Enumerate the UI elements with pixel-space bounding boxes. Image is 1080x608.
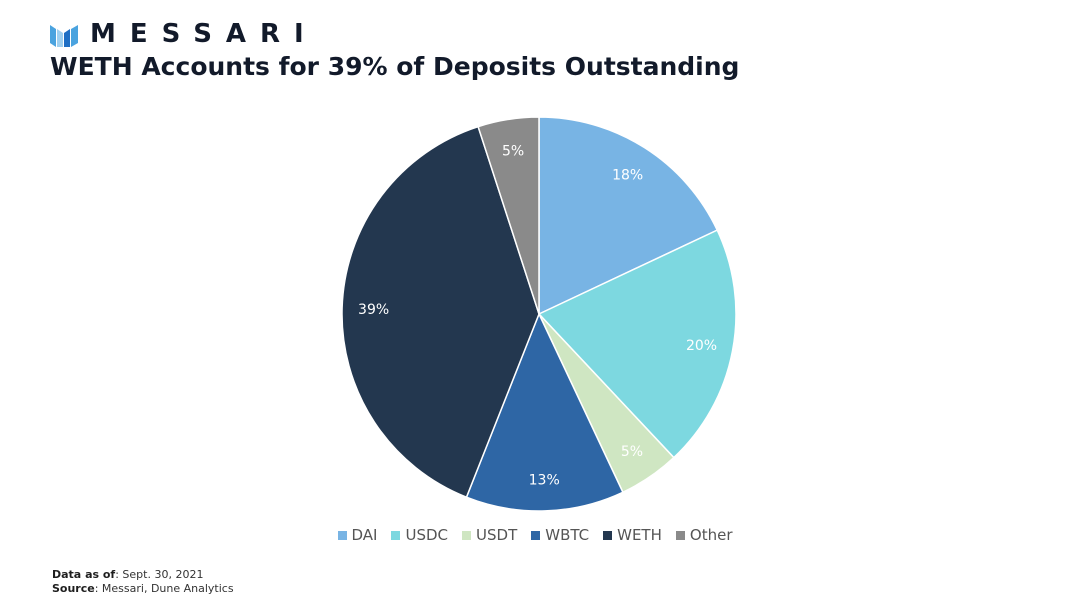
legend-swatch	[531, 530, 541, 540]
pie-slice-weth	[341, 125, 540, 499]
pie-label-other: 5%	[502, 144, 524, 160]
legend-item-usdc: USDC	[391, 526, 448, 544]
pie-label-wbtc: 13%	[529, 472, 560, 488]
legend-swatch	[462, 530, 472, 540]
legend-label: WBTC	[545, 526, 590, 544]
chart-legend: DAI USDC USDT WBTC WETH Other	[0, 526, 1080, 544]
pie-slice-dai	[538, 116, 719, 316]
pie-label-weth: 39%	[358, 302, 389, 318]
pie-label-usdc: 20%	[686, 338, 717, 354]
legend-label: USDT	[476, 526, 518, 544]
data-as-of-label: Data as of	[52, 568, 116, 581]
data-as-of-value: : Sept. 30, 2021	[115, 568, 204, 581]
brand-name: MESSARI	[90, 19, 318, 49]
legend-label: WETH	[617, 526, 662, 544]
pie-slices	[341, 116, 737, 512]
legend-swatch	[391, 530, 401, 540]
legend-label: DAI	[351, 526, 378, 544]
source-line: Source: Messari, Dune Analytics	[52, 582, 234, 596]
legend-item-usdt: USDT	[462, 526, 517, 544]
chart-title: WETH Accounts for 39% of Deposits Outsta…	[50, 52, 740, 81]
brand-logo: MESSARI	[50, 18, 318, 50]
pie-slice-usdc	[537, 229, 737, 459]
legend-swatch	[337, 530, 347, 540]
messari-logo-icon	[50, 25, 78, 47]
legend-swatch	[603, 530, 613, 540]
source-label: Source	[52, 582, 95, 595]
legend-label: USDC	[405, 526, 449, 544]
legend-item-wbtc: WBTC	[531, 526, 589, 544]
legend-label: Other	[689, 526, 733, 544]
legend-item-weth: WETH	[603, 526, 662, 544]
pie-label-usdt: 5%	[621, 444, 643, 460]
legend-item-dai: DAI	[337, 526, 378, 544]
chart-footer: Data as of: Sept. 30, 2021 Source: Messa…	[52, 568, 234, 596]
pie-label-dai: 18%	[612, 167, 643, 183]
pie-labels: 18% 20% 5% 13% 39% 5%	[358, 144, 717, 489]
legend-item-other: Other	[675, 526, 733, 544]
data-as-of-line: Data as of: Sept. 30, 2021	[52, 568, 234, 582]
legend-swatch	[675, 530, 685, 540]
pie-slice-wbtc	[465, 312, 624, 512]
pie-slice-other	[477, 116, 540, 315]
source-value: : Messari, Dune Analytics	[94, 582, 234, 595]
